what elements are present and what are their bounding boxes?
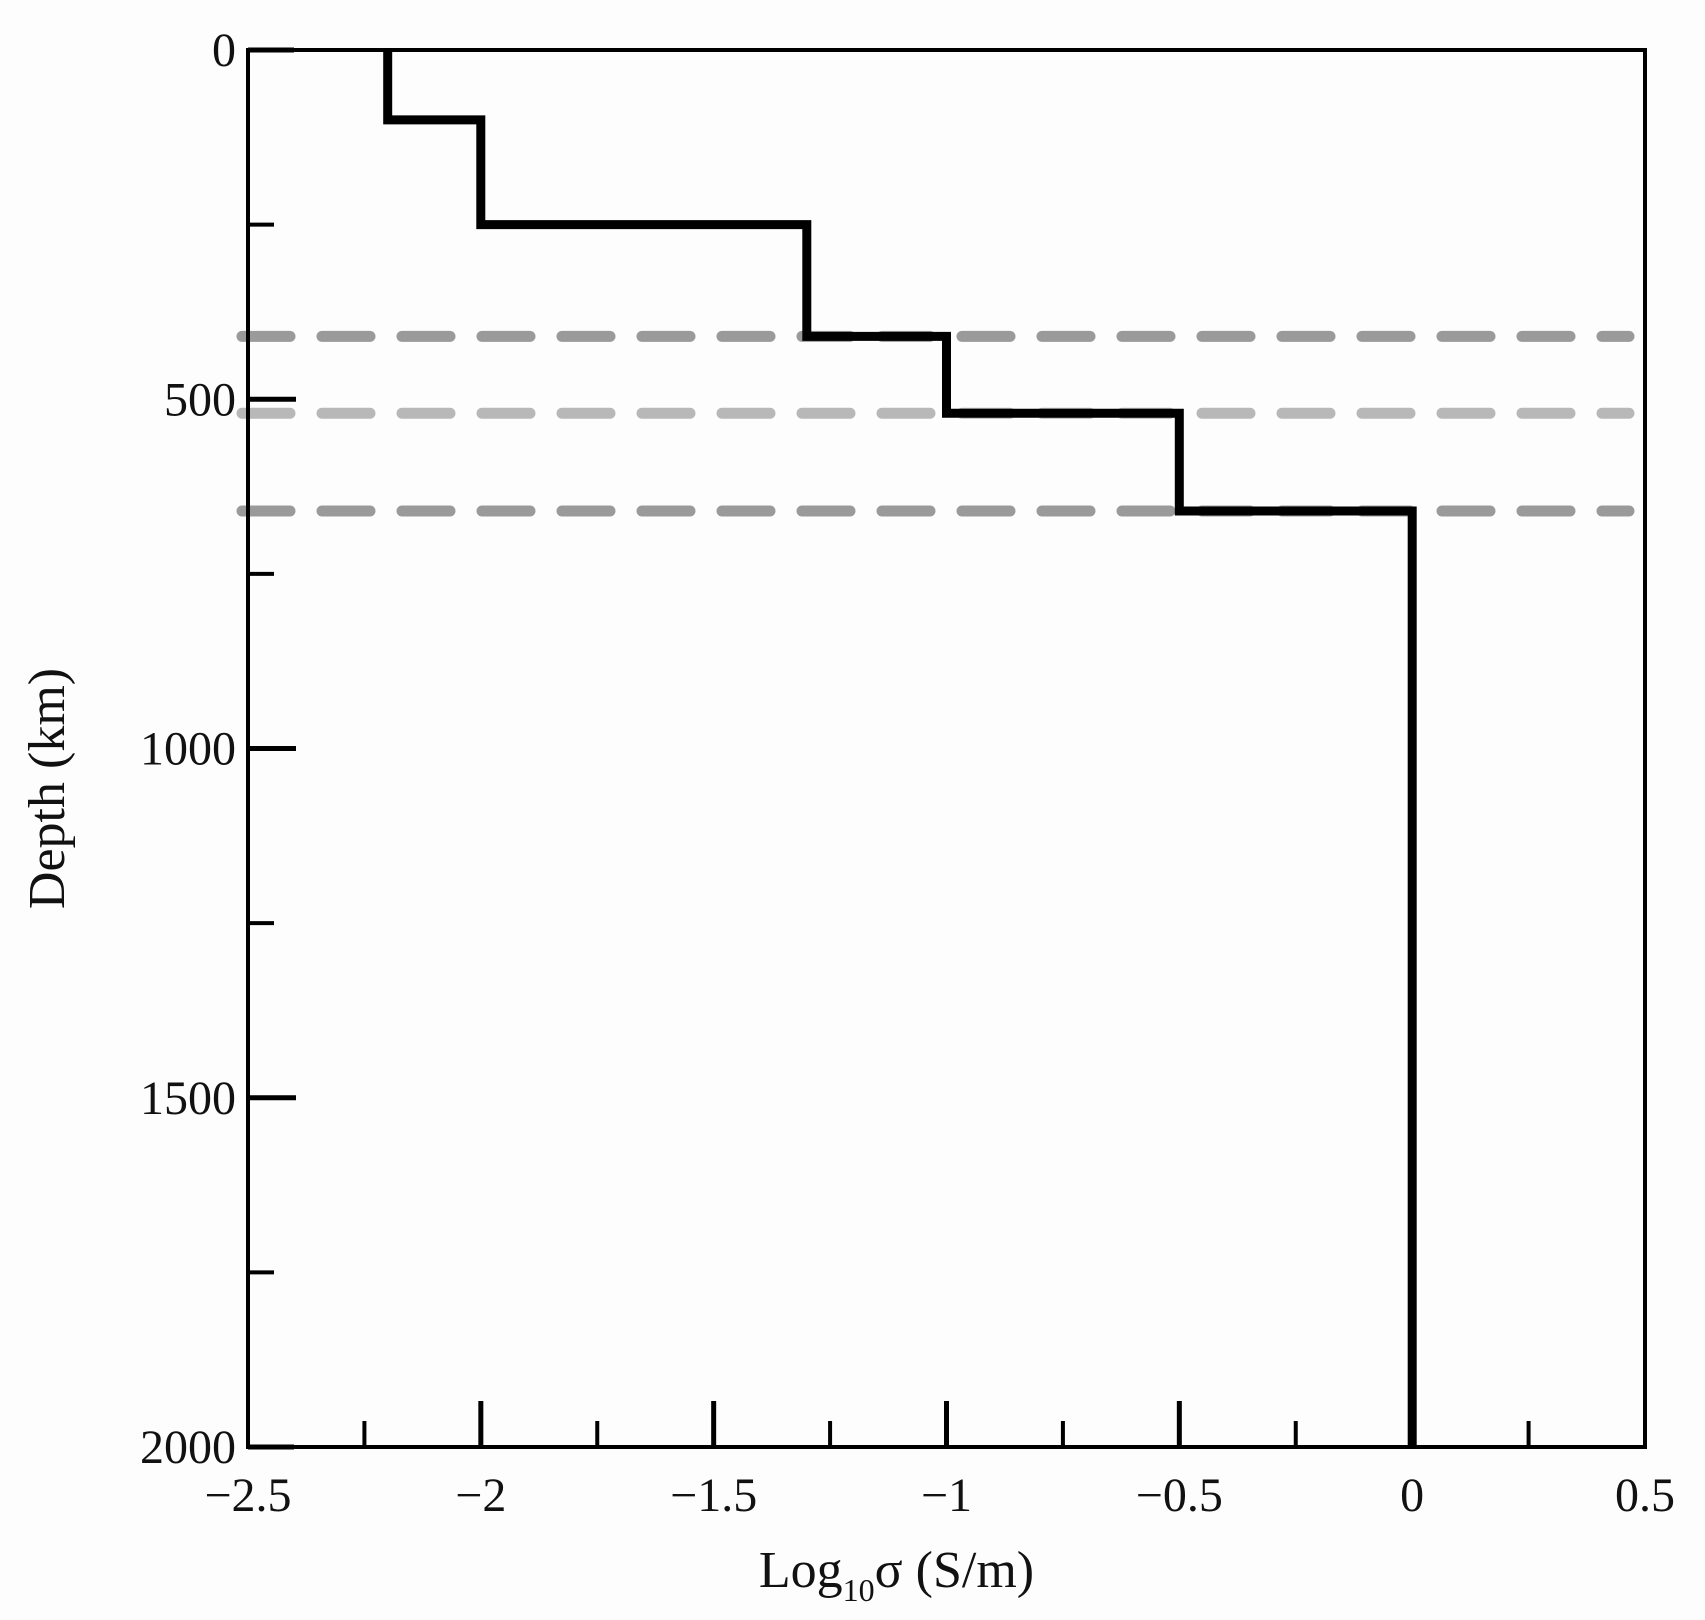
x-axis-title: Log10σ (S/m)	[759, 1542, 1034, 1608]
conductivity-profile-line	[383, 50, 1417, 1447]
x-axis-title-prefix: Log	[759, 1542, 843, 1599]
y-axis-title: Depth (km)	[19, 668, 76, 909]
x-tick-label: −0.5	[1136, 1469, 1223, 1522]
tick-labels: −2.5 −2 −1.5 −1 −0.5 0 0.5 0 500 1000 1500 2000	[140, 24, 1675, 1522]
x-tick-label: −1	[921, 1469, 972, 1522]
y-tick-label: 0	[212, 24, 236, 77]
y-tick-label: 1000	[140, 723, 236, 776]
x-axis-title-suffix: σ (S/m)	[875, 1542, 1034, 1599]
reference-lines	[236, 330, 1635, 517]
axis-ticks	[248, 47, 1531, 1450]
y-tick-label: 1500	[140, 1072, 236, 1125]
x-tick-label: 0.5	[1615, 1469, 1675, 1522]
x-tick-label: 0	[1400, 1469, 1424, 1522]
x-axis-title-subscript: 10	[843, 1572, 875, 1608]
series-layer	[383, 50, 1417, 1447]
x-tick-label: −2.5	[204, 1469, 291, 1522]
x-tick-label: −2	[455, 1469, 506, 1522]
x-tick-label: −1.5	[670, 1469, 757, 1522]
y-tick-label: 500	[164, 373, 236, 426]
y-tick-label: 2000	[140, 1421, 236, 1474]
plot-frame	[246, 48, 1647, 1449]
